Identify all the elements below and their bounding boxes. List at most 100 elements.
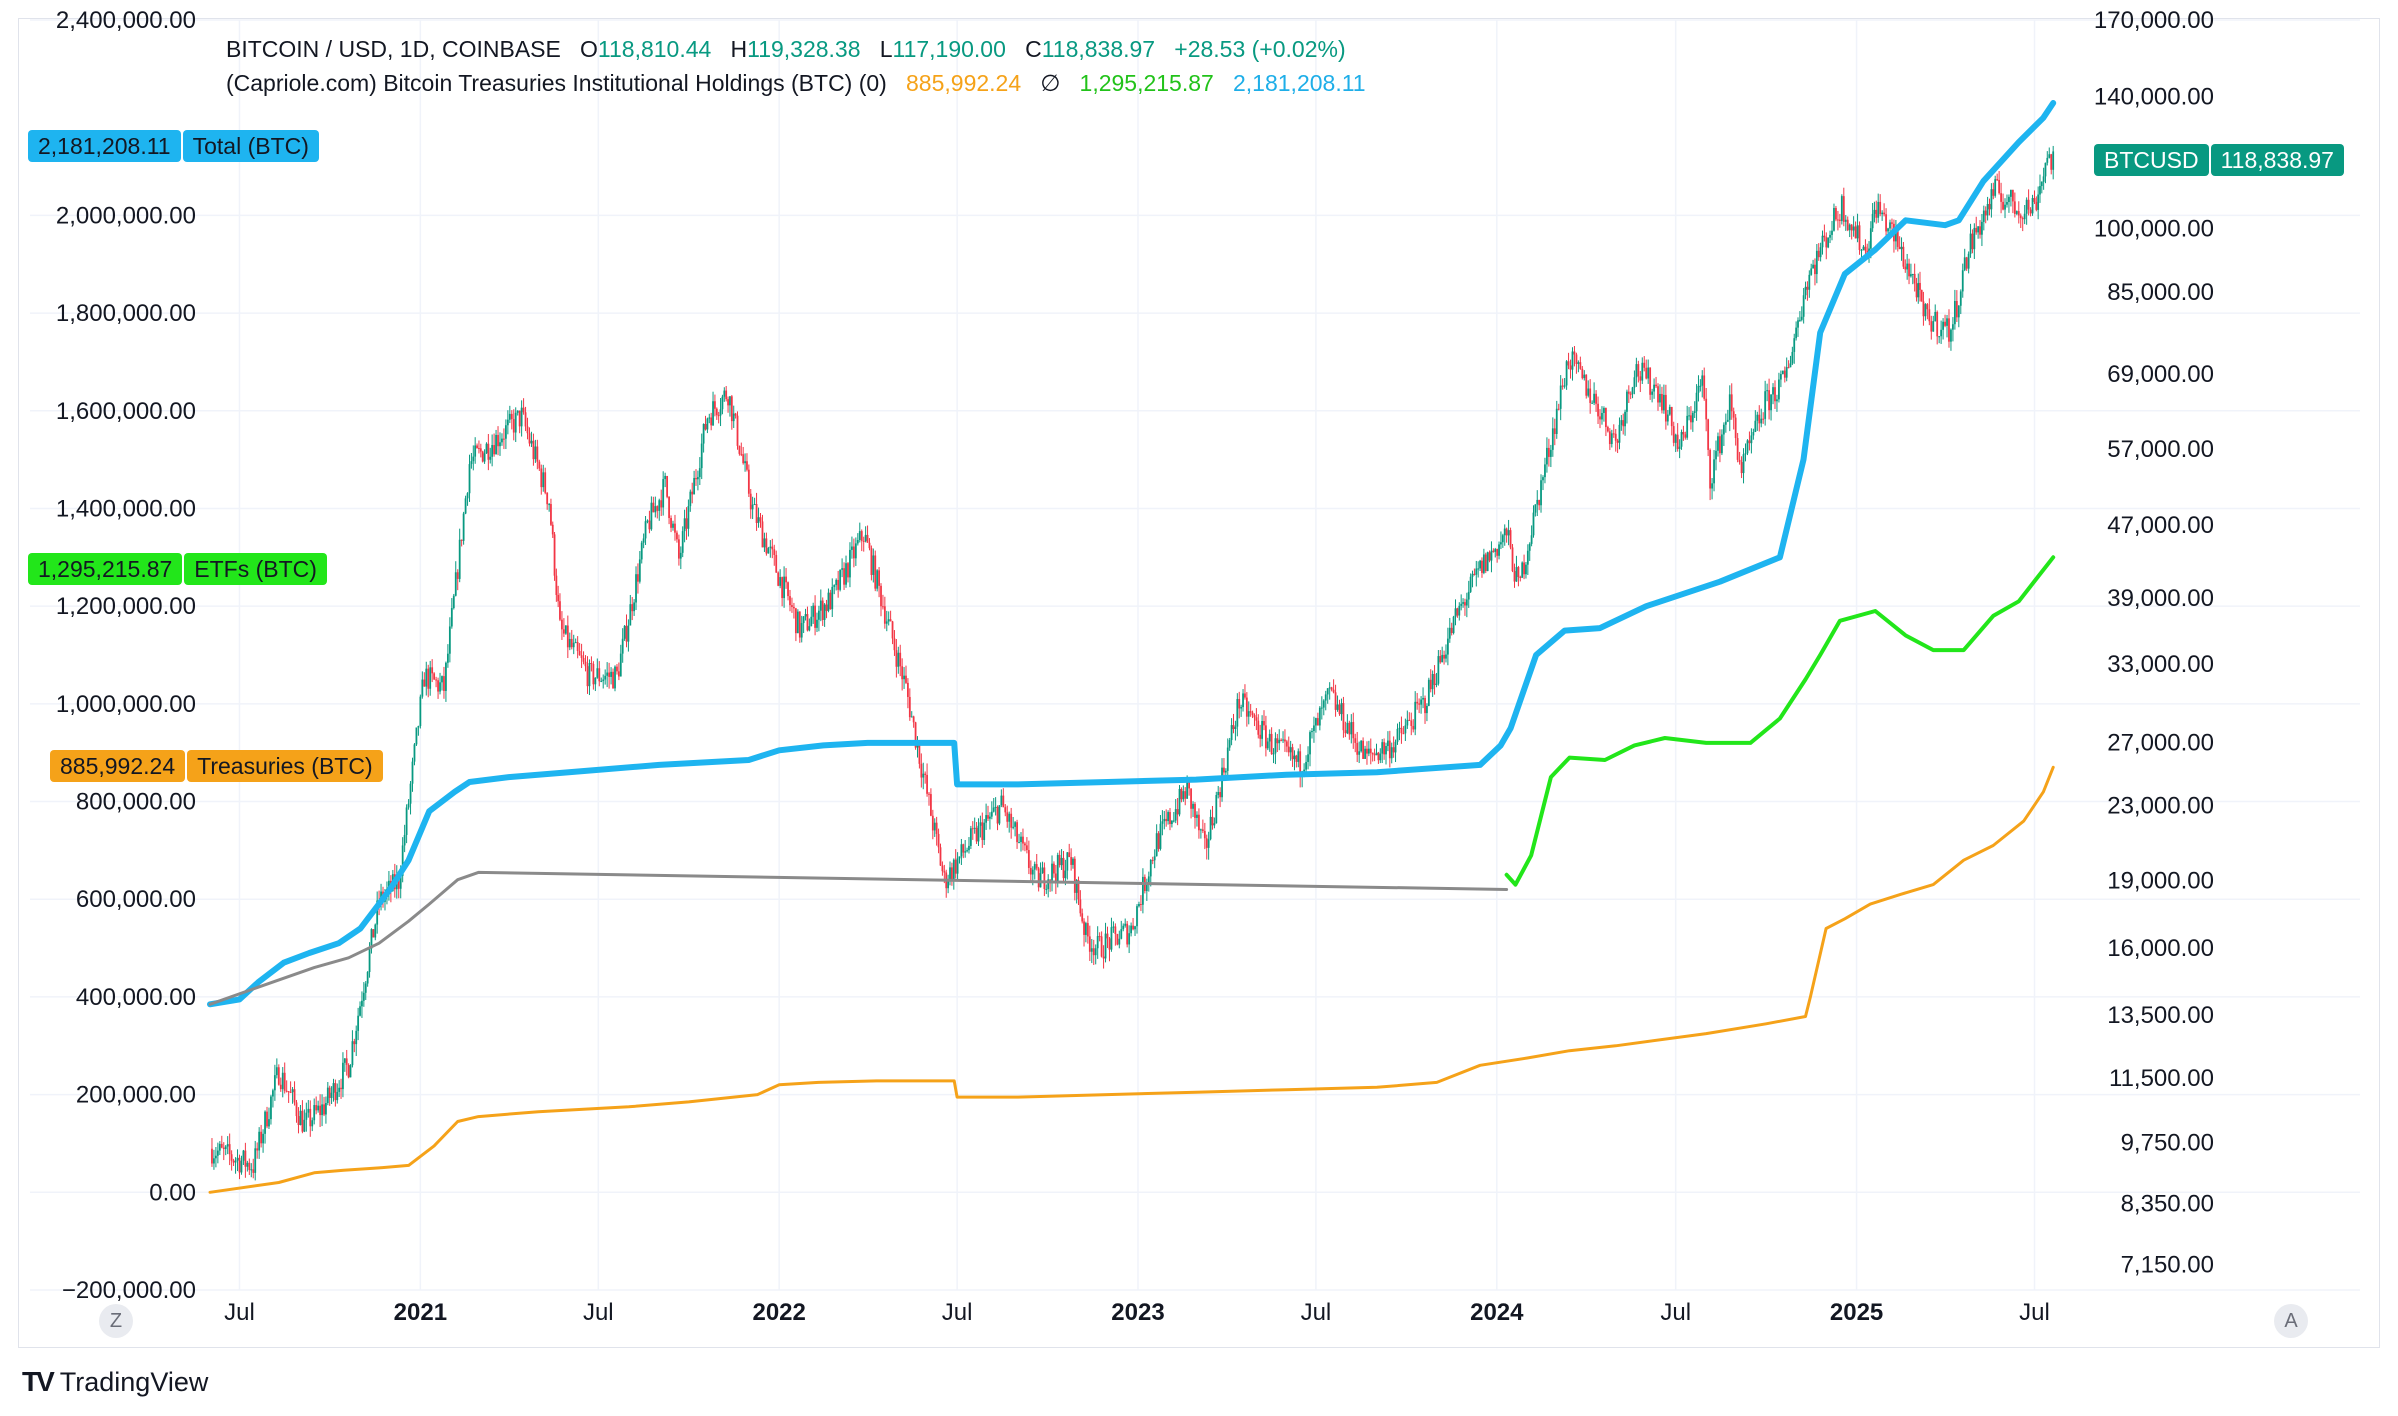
btcusd-candle-body	[1348, 722, 1351, 735]
btcusd-candle-body	[1000, 795, 1003, 806]
btcusd-candle-body	[1797, 320, 1799, 328]
btcusd-candle-body	[1228, 740, 1231, 748]
left-axis-tick-label: 800,000.00	[76, 789, 196, 816]
btcusd-candle-body	[1711, 483, 1713, 489]
btcusd-candle-body	[1045, 888, 1048, 890]
btcusd-candle-body	[1902, 246, 1905, 267]
btcusd-candle-body	[1631, 387, 1634, 395]
btcusd-candle-body	[990, 811, 993, 817]
btcusd-candle-body	[727, 399, 729, 406]
btcusd-candle-body	[1174, 809, 1177, 821]
btcusd-candle-body	[823, 604, 826, 620]
btcusd-candle-body	[1744, 453, 1747, 455]
btcusd-candle-body	[1251, 712, 1254, 716]
right-axis-tick-label: 11,500.00	[2109, 1065, 2214, 1092]
btcusd-candle-body	[1959, 291, 1962, 306]
btcusd-candle-body	[1981, 221, 1983, 235]
btcusd-candle-body	[1464, 602, 1466, 606]
btcusd-candle-body	[499, 442, 501, 447]
btcusd-candle-body	[1547, 447, 1550, 457]
btcusd-candle-body	[1381, 742, 1384, 754]
btcusd-candle-body	[1795, 327, 1798, 339]
btcusd-candle-body	[388, 880, 390, 889]
btcusd-candle-body	[1141, 876, 1144, 905]
btcusd-candle-body	[708, 417, 711, 419]
btcusd-candle-body	[916, 744, 919, 748]
btcusd-candle-body	[1544, 464, 1546, 478]
btcusd-candle-body	[264, 1111, 266, 1134]
btcusd-candle-body	[1196, 814, 1198, 818]
btcusd-candle-body	[1018, 842, 1020, 844]
btcusd-candle-body	[1608, 431, 1611, 445]
btcusd-candle-body	[1538, 499, 1541, 506]
btcusd-candle-body	[1408, 719, 1411, 721]
btcusd-candle-body	[1033, 864, 1036, 870]
btcusd-candle-body	[968, 845, 970, 851]
x-axis-tick-label: 2024	[1470, 1299, 1524, 1326]
btcusd-candle-body	[443, 676, 445, 691]
btcusd-candle-body	[1846, 219, 1849, 231]
btcusd-candle-body	[1293, 755, 1296, 760]
btcusd-candle-body	[1394, 741, 1397, 753]
btcusd-candle-body	[771, 546, 774, 550]
btcusd-candle-body	[734, 413, 737, 416]
btcusd-candle-body	[1140, 904, 1142, 906]
btcusd-candle-body	[952, 859, 955, 880]
btcusd-candle-body	[345, 1058, 348, 1065]
btcusd-candle-body	[555, 575, 558, 595]
btcusd-candle-body	[548, 504, 551, 506]
indicator-legend[interactable]: (Capriole.com) Bitcoin Treasuries Instit…	[226, 70, 1366, 97]
btcusd-candle-body	[576, 642, 579, 651]
btcusd-candle-body	[903, 675, 905, 680]
btcusd-candle-body	[1031, 869, 1034, 875]
btcusd-candle-body	[2044, 162, 2047, 177]
btcusd-candle-body	[785, 576, 787, 583]
btcusd-candle-body	[1270, 733, 1273, 754]
btcusd-candle-body	[1709, 449, 1712, 489]
btcusd-candle-body	[421, 679, 424, 697]
symbol-legend[interactable]: BITCOIN / USD, 1D, COINBASE O118,810.44 …	[226, 36, 1346, 63]
tradingview-logo[interactable]: TV TradingView	[22, 1366, 208, 1398]
btcusd-candle-body	[851, 546, 853, 550]
btcusd-candle-body	[1014, 822, 1017, 827]
btcusd-candle-body	[1054, 873, 1057, 883]
btcusd-candle-body	[283, 1072, 286, 1091]
btcusd-candle-body	[1674, 434, 1677, 443]
btcusd-candle-body	[2010, 189, 2012, 197]
btcusd-candle-body	[1318, 707, 1321, 726]
btcusd-candle-body	[448, 626, 451, 654]
btcusd-candle-body	[1433, 673, 1436, 685]
btcusd-candle-body	[1072, 858, 1074, 865]
btcusd-candle-body	[1591, 402, 1594, 404]
btcusd-candle-body	[1138, 904, 1140, 907]
btcusd-candle-body	[614, 666, 616, 689]
btcusd-candle-body	[485, 443, 488, 454]
btcusd-candle-body	[561, 619, 563, 630]
btcusd-candle-body	[374, 924, 377, 938]
btcusd-candle-body	[928, 793, 930, 795]
auto-scale-button[interactable]: A	[2274, 1304, 2308, 1338]
btcusd-candle-body	[361, 1000, 363, 1007]
btcusd-candle-body	[648, 520, 651, 530]
btcusd-candle-body	[303, 1119, 306, 1132]
btcusd-candle-body	[1517, 567, 1520, 578]
btcusd-candle-body	[1340, 703, 1343, 715]
btcusd-candle-body	[285, 1090, 288, 1092]
btcusd-candle-body	[1762, 418, 1765, 420]
btcusd-candle-body	[437, 680, 439, 692]
btcusd-candle-body	[1163, 818, 1166, 822]
btcusd-candle-body	[2002, 201, 2004, 210]
btcusd-candle-body	[908, 696, 911, 718]
btcusd-candle-body	[1585, 374, 1588, 396]
left-scale-button[interactable]: Z	[99, 1304, 133, 1338]
btcusd-candle-body	[914, 722, 917, 748]
chart-frame[interactable]	[18, 18, 2380, 1348]
btcusd-candle-body	[849, 549, 851, 578]
btcusd-candle-body	[1043, 867, 1046, 890]
btcusd-candle-body	[676, 532, 678, 540]
btcusd-candle-body	[470, 461, 473, 465]
btcusd-candle-body	[827, 592, 830, 611]
btcusd-candle-body	[1862, 246, 1865, 250]
btcusd-candle-body	[270, 1096, 272, 1120]
